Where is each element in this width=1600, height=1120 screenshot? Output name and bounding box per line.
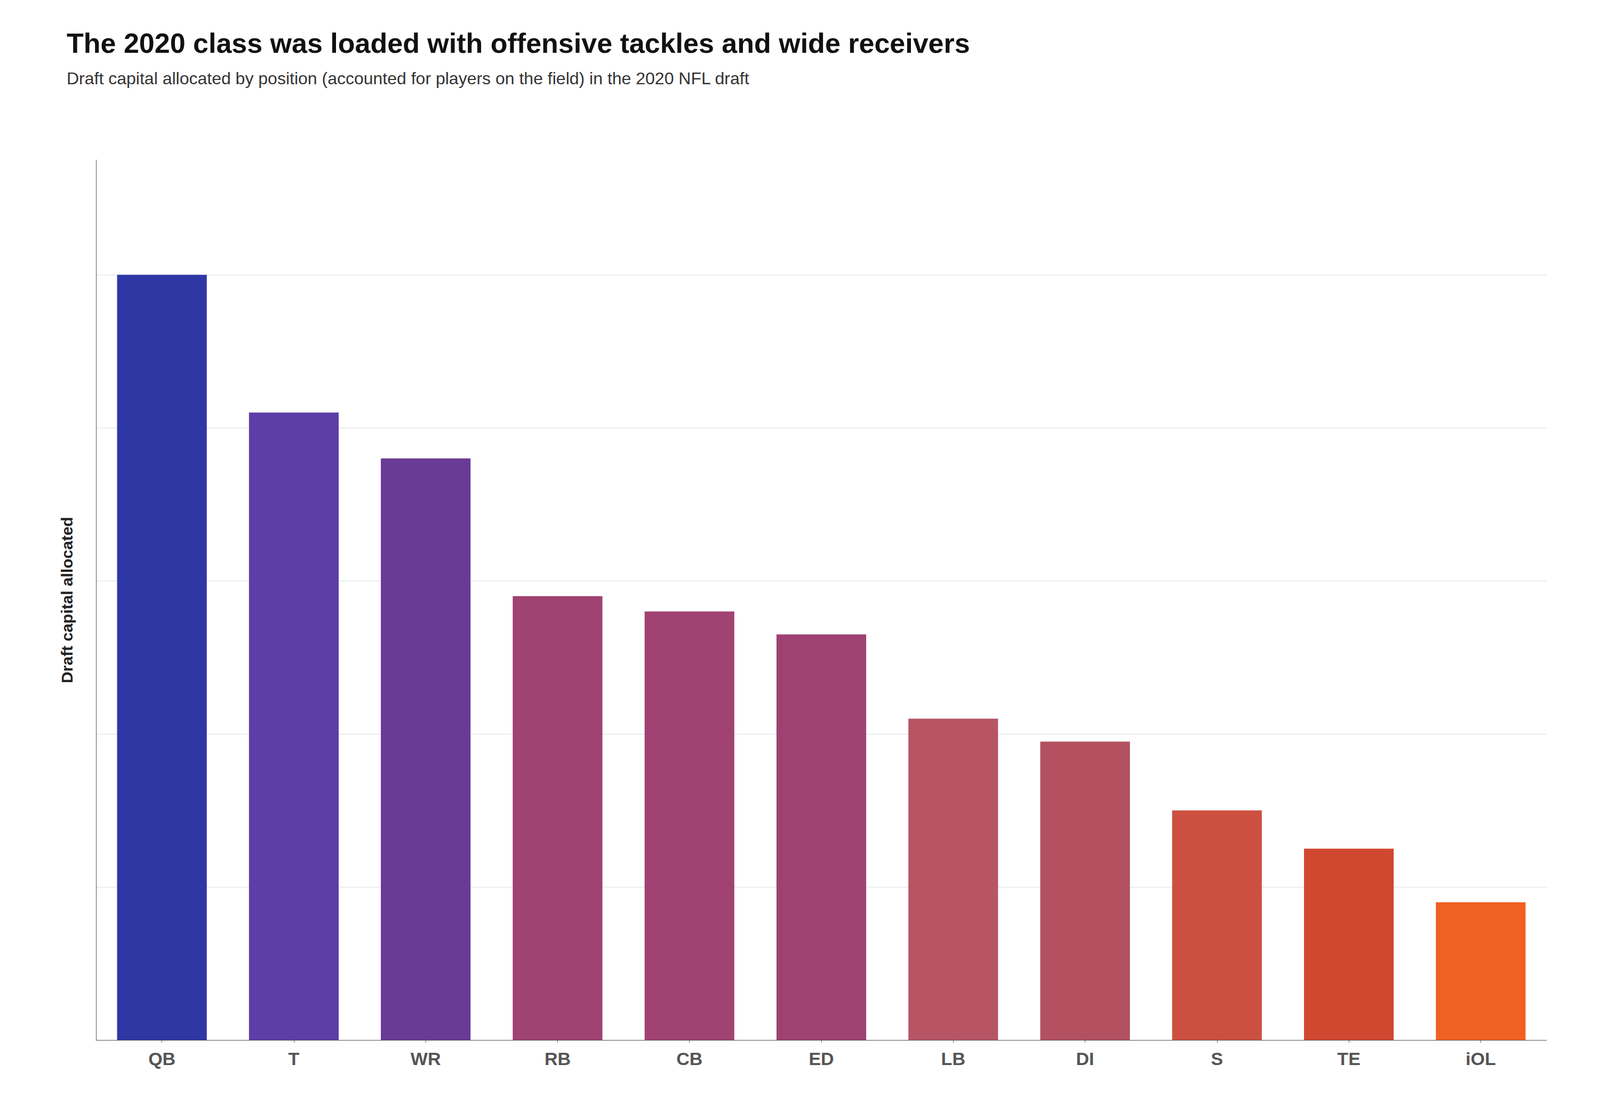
- svg-text:LB: LB: [941, 1048, 966, 1069]
- svg-text:Draft capital allocated: Draft capital allocated: [58, 516, 76, 684]
- svg-text:WR: WR: [410, 1048, 442, 1069]
- svg-text:DI: DI: [1076, 1048, 1095, 1069]
- svg-text:QB: QB: [148, 1048, 176, 1069]
- svg-text:iOL: iOL: [1465, 1048, 1496, 1069]
- svg-text:T: T: [288, 1048, 300, 1069]
- svg-text:TE: TE: [1337, 1048, 1360, 1069]
- svg-text:ED: ED: [808, 1048, 834, 1069]
- svg-text:S: S: [1210, 1048, 1223, 1069]
- svg-text:RB: RB: [544, 1048, 571, 1069]
- svg-text:Draft capital allocated by pos: Draft capital allocated by position (acc…: [66, 68, 750, 88]
- svg-text:CB: CB: [676, 1048, 703, 1069]
- svg-text:The 2020 class was loaded with: The 2020 class was loaded with offensive…: [66, 27, 971, 59]
